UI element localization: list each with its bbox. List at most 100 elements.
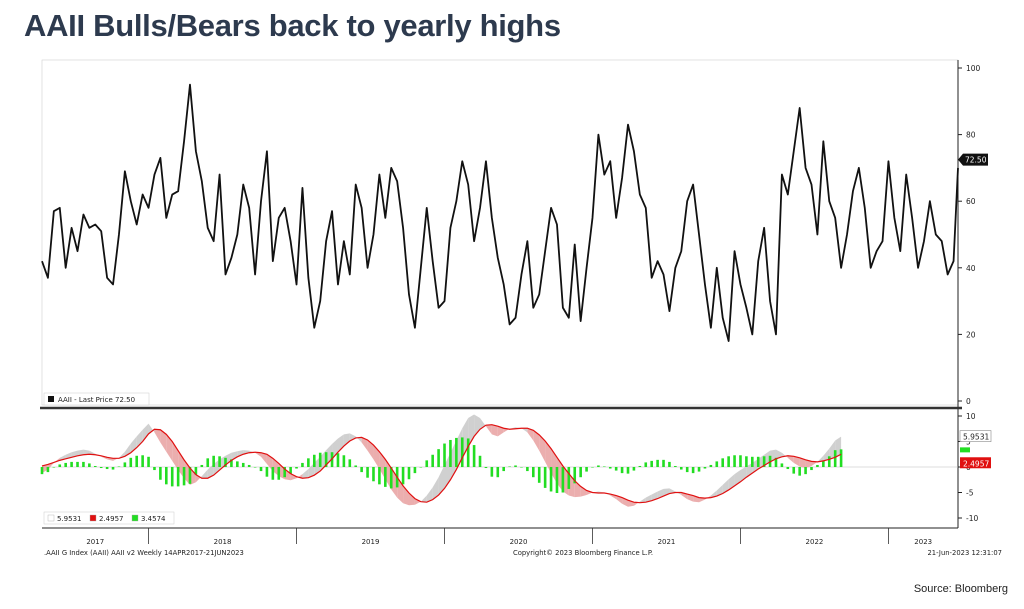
macd-fill-segment	[266, 454, 273, 472]
macd-fill-segment	[343, 433, 350, 447]
macd-fill-segment	[426, 487, 433, 503]
macd-fill-segment	[527, 428, 534, 441]
macd-fill-segment	[793, 456, 800, 467]
signal-value-label: 2.4957	[963, 459, 989, 468]
histogram-bar	[58, 464, 62, 467]
macd-fill-segment	[580, 486, 587, 497]
macd-fill-segment	[308, 462, 315, 478]
source-note: Source: Bloomberg	[913, 583, 1008, 595]
histogram-bar	[413, 467, 417, 474]
macd-fill-segment	[704, 495, 711, 500]
macd-fill-segment	[284, 469, 291, 481]
macd-fill-segment	[545, 440, 552, 474]
histogram-bar	[324, 452, 328, 467]
histogram-bar	[449, 439, 452, 467]
macd-fill-segment	[829, 440, 836, 460]
macd-fill-segment	[497, 426, 504, 437]
histogram-bar	[401, 467, 405, 485]
histogram-bar	[792, 467, 796, 474]
histogram-bar	[170, 467, 174, 487]
macd-fill-segment	[799, 457, 806, 469]
macd-fill-segment	[255, 452, 262, 457]
histogram-bar	[490, 467, 494, 477]
histogram-bar	[419, 467, 423, 468]
histogram-bar	[597, 465, 600, 467]
signal-line	[41, 424, 842, 504]
macd-legend-label: 5.9531	[57, 515, 82, 523]
macd-y-tick-label: -5	[966, 489, 974, 498]
histogram-bar	[241, 462, 245, 467]
macd-fill-segment	[775, 449, 782, 459]
histogram-bar	[384, 467, 387, 487]
macd-fill-segment	[420, 495, 427, 503]
histogram-bar	[40, 467, 44, 475]
histogram-bar	[253, 467, 257, 468]
macd-fill-segment	[533, 430, 540, 451]
histogram-bar	[756, 456, 760, 467]
histogram-bar	[188, 467, 192, 484]
top-legend-box	[43, 392, 150, 406]
macd-fill-segment	[639, 497, 646, 503]
macd-fill-segment	[314, 456, 321, 476]
histogram-bar	[111, 467, 115, 470]
histogram-bar	[656, 459, 659, 467]
macd-fill-segment	[710, 490, 717, 498]
macd-legend-swatch	[89, 514, 97, 522]
histogram-bar	[289, 467, 292, 474]
histogram-bar	[247, 464, 251, 467]
macd-fill-segment	[462, 418, 469, 458]
histogram-bar	[745, 456, 748, 467]
histogram-bar	[733, 455, 736, 467]
histogram-bar	[508, 466, 511, 467]
macd-fill-segment	[201, 469, 208, 479]
histogram-bar	[117, 466, 121, 467]
histogram-bar	[804, 467, 807, 475]
page-title: AAII Bulls/Bears back to yearly highs	[24, 8, 561, 43]
histogram-bar	[780, 463, 784, 467]
macd-fill-segment	[480, 418, 486, 430]
macd-legend-label: 2.4957	[99, 515, 124, 523]
histogram-bar	[668, 461, 671, 467]
macd-fill-segment	[811, 461, 818, 466]
histogram-bar	[751, 456, 754, 467]
histogram-bar	[526, 467, 529, 472]
y-tick-label: 80	[966, 131, 976, 140]
histogram-bar	[555, 467, 559, 494]
macd-fill-segment	[207, 463, 214, 479]
macd-fill-segment	[722, 479, 729, 494]
histogram-bar	[82, 461, 85, 467]
histogram-bar	[236, 461, 239, 467]
footer-right: 21-Jun-2023 12:31:07	[927, 549, 1002, 557]
macd-fill-segment	[699, 497, 705, 503]
macd-fill-segment	[142, 423, 149, 442]
histogram-bar	[378, 467, 381, 485]
macd-legend-swatch	[47, 514, 55, 522]
histogram-bar	[531, 467, 535, 478]
histogram-bar	[585, 467, 588, 472]
macd-legend-box	[43, 511, 175, 525]
histogram-bar	[715, 461, 719, 467]
x-tick-label: 2023	[914, 538, 932, 546]
macd-y-tick-label: -10	[966, 514, 978, 523]
x-tick-label: 2018	[214, 538, 232, 546]
macd-fill-segment	[237, 450, 244, 457]
macd-fill-segment	[817, 455, 824, 462]
macd-fill-segment	[456, 428, 463, 470]
macd-legend-swatch	[131, 514, 139, 522]
histogram-bar	[561, 467, 565, 493]
last-value-box	[958, 153, 988, 166]
macd-fill-segment	[403, 485, 409, 506]
histogram-bar	[200, 464, 204, 467]
histogram-bar	[88, 463, 91, 467]
histogram-bar	[443, 443, 446, 467]
histogram-bar	[685, 467, 689, 473]
macd-fill-segment	[261, 452, 267, 464]
macd-fill-segment	[728, 474, 735, 490]
macd-fill-segment	[539, 434, 546, 462]
histogram-bar	[727, 456, 730, 467]
macd-value-box	[959, 430, 992, 442]
histogram-bar	[265, 467, 269, 477]
macd-fill-segment	[787, 455, 794, 463]
histogram-bar	[762, 456, 766, 467]
histogram-bar	[312, 454, 316, 467]
